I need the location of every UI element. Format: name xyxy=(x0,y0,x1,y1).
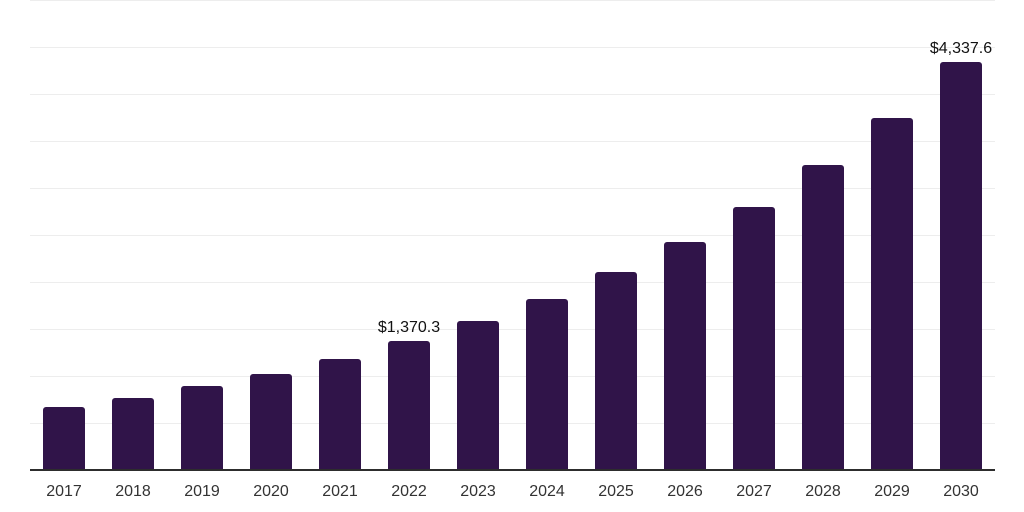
bar-2028 xyxy=(802,165,844,470)
gridline-500 xyxy=(30,423,995,424)
bar-2017 xyxy=(43,407,85,470)
x-tick-2020: 2020 xyxy=(253,483,289,500)
gridline-4000 xyxy=(30,94,995,95)
data-label-2022: $1,370.3 xyxy=(377,319,441,336)
x-tick-2023: 2023 xyxy=(460,483,496,500)
gridline-1000 xyxy=(30,376,995,377)
bar-2020 xyxy=(250,374,292,470)
x-tick-2025: 2025 xyxy=(598,483,634,500)
x-tick-2022: 2022 xyxy=(391,483,427,500)
bar-2030 xyxy=(940,62,982,470)
x-tick-2021: 2021 xyxy=(322,483,358,500)
x-axis-line xyxy=(30,469,995,471)
bar-2024 xyxy=(526,299,568,470)
x-tick-2026: 2026 xyxy=(667,483,703,500)
bar-2023 xyxy=(457,321,499,470)
bar-2026 xyxy=(664,242,706,470)
x-tick-2028: 2028 xyxy=(805,483,841,500)
bar-2025 xyxy=(595,272,637,470)
bar-2029 xyxy=(871,118,913,470)
x-tick-2019: 2019 xyxy=(184,483,220,500)
gridline-5000 xyxy=(30,0,995,1)
bar-2018 xyxy=(112,398,154,470)
x-tick-2024: 2024 xyxy=(529,483,565,500)
x-tick-2018: 2018 xyxy=(115,483,151,500)
gridline-1500 xyxy=(30,329,995,330)
bar-2019 xyxy=(181,386,223,470)
x-tick-2029: 2029 xyxy=(874,483,910,500)
gridline-2500 xyxy=(30,235,995,236)
bar-2021 xyxy=(319,359,361,470)
x-tick-2030: 2030 xyxy=(943,483,979,500)
gridline-4500 xyxy=(30,47,995,48)
bar-2022 xyxy=(388,341,430,470)
gridline-2000 xyxy=(30,282,995,283)
x-tick-2027: 2027 xyxy=(736,483,772,500)
bar-2027 xyxy=(733,207,775,470)
data-label-2030: $4,337.6 xyxy=(929,40,993,57)
gridline-3500 xyxy=(30,141,995,142)
x-tick-2017: 2017 xyxy=(46,483,82,500)
gridline-3000 xyxy=(30,188,995,189)
